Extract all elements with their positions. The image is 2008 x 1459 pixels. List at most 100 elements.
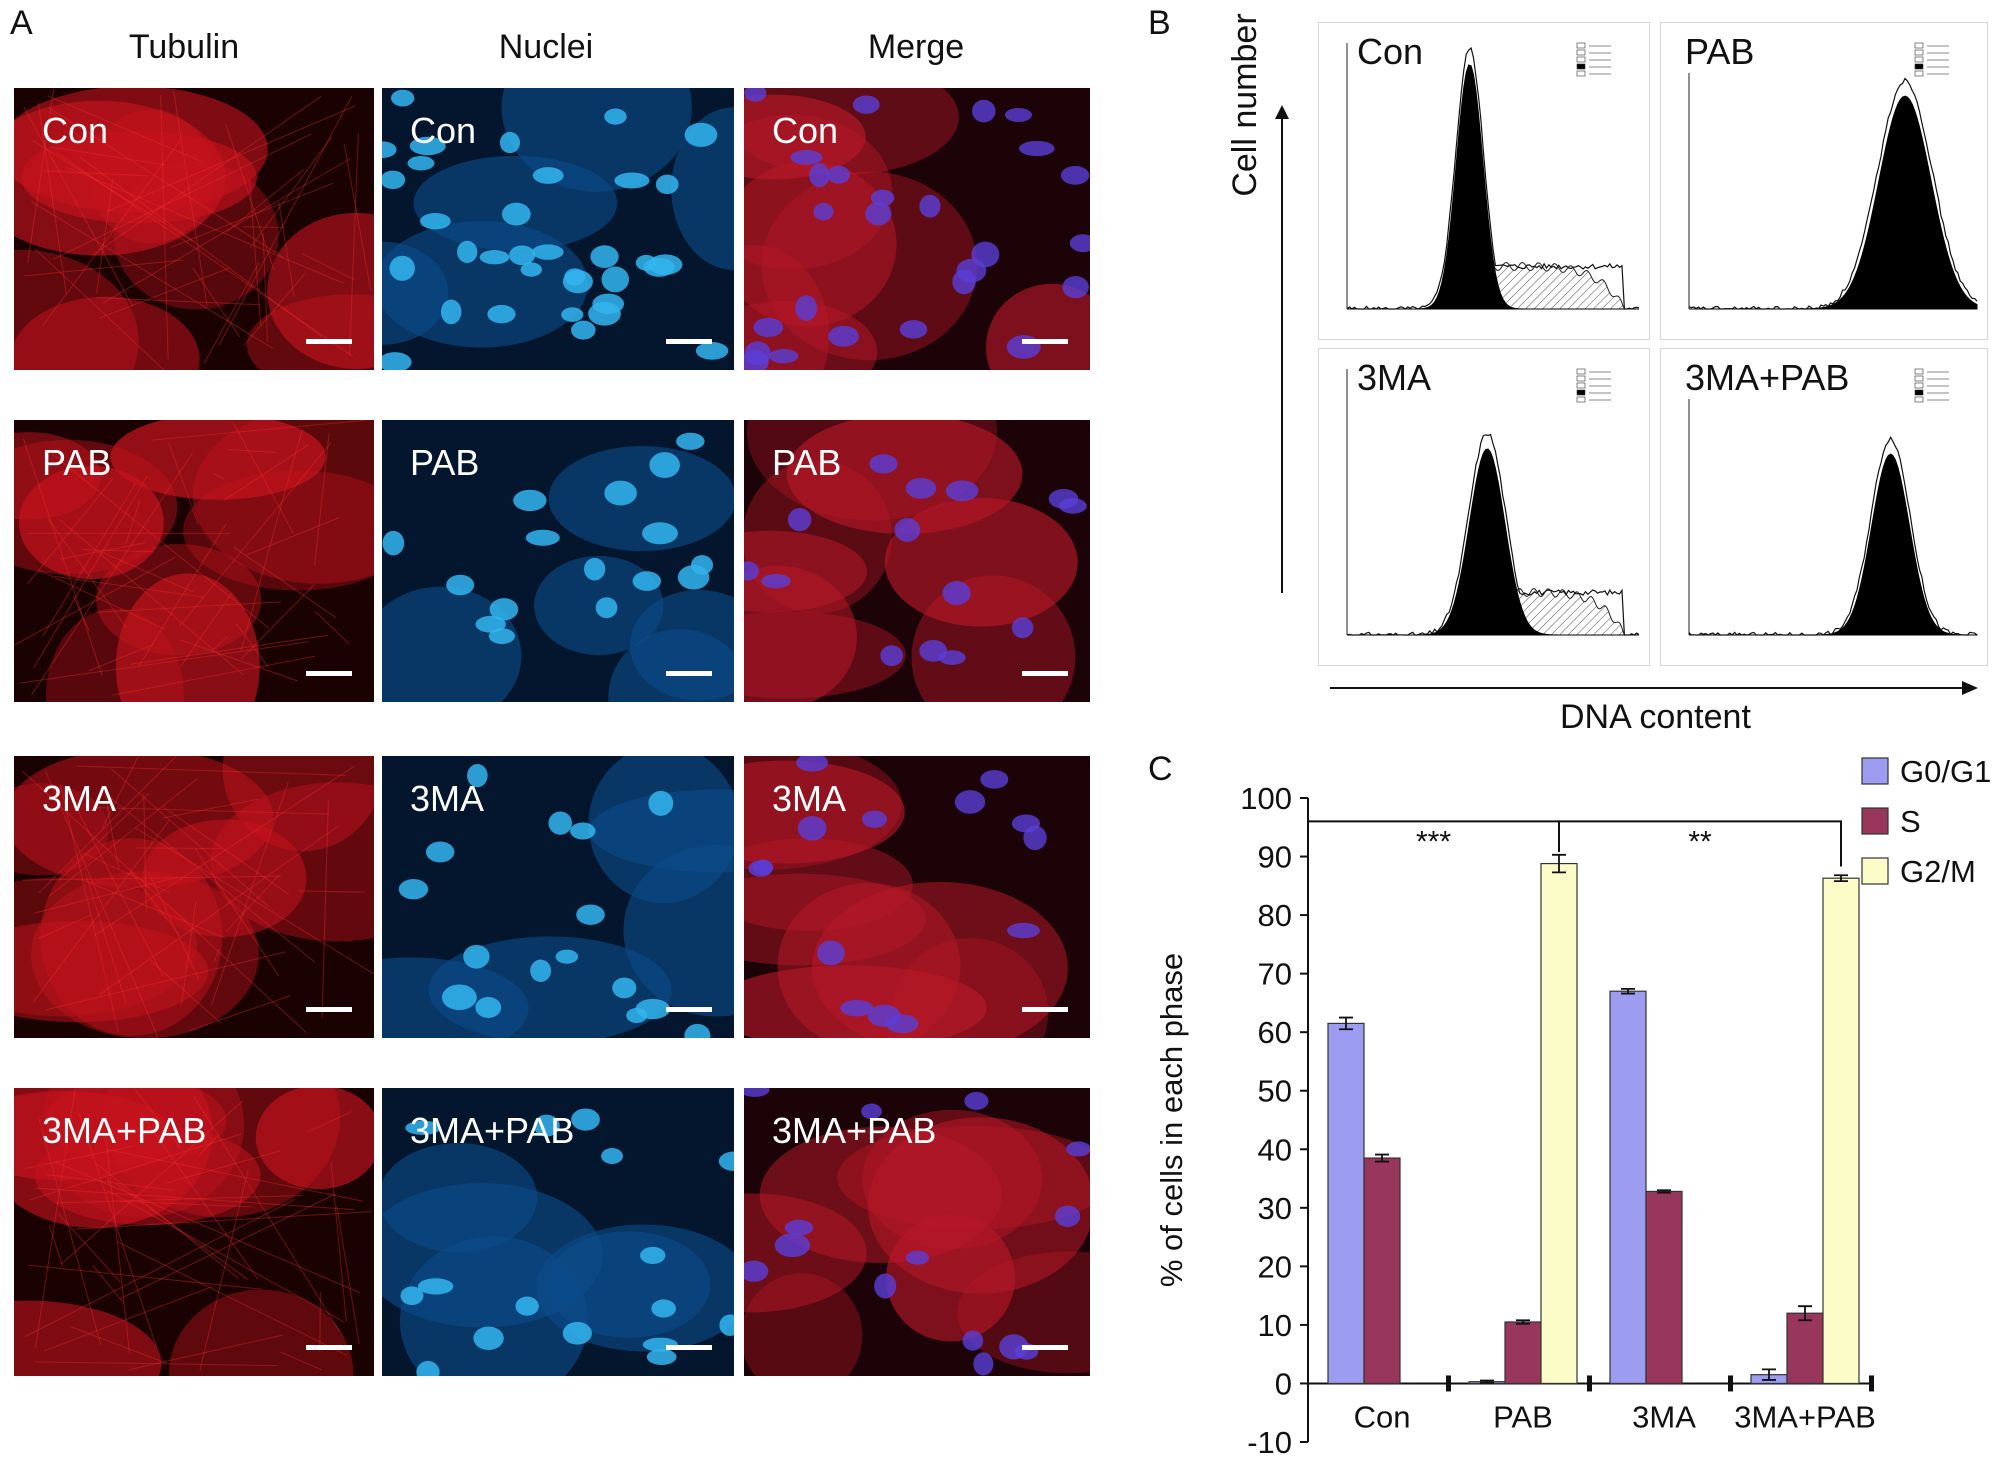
axis-break-mark <box>1446 1375 1451 1392</box>
error-bar <box>1516 1319 1530 1325</box>
y-axis-title: % of cells in each phase <box>1154 953 1189 1287</box>
micrograph-label: PAB <box>42 442 112 483</box>
panel-a-letter: A <box>10 4 33 42</box>
x-category-label: PAB <box>1493 1399 1553 1434</box>
x-category-label: 3MA+PAB <box>1734 1399 1876 1434</box>
flow-histogram-pab: PAB <box>1660 22 1988 340</box>
scale-bar <box>666 339 712 344</box>
micrograph-nuclei-pab: PAB <box>382 420 734 702</box>
axis-break-mark <box>1869 1375 1874 1392</box>
error-bar <box>1657 1189 1671 1194</box>
axis-break-mark <box>1587 1375 1592 1392</box>
micrograph-label: PAB <box>772 442 842 483</box>
y-tick-label: 30 <box>1258 1191 1292 1226</box>
y-tick-label: 0 <box>1275 1366 1292 1401</box>
error-bar <box>1339 1016 1353 1031</box>
bar-g0-g1-con <box>1327 1022 1365 1385</box>
error-bar <box>1375 1153 1389 1163</box>
bar-s-3ma-plus-pab <box>1786 1312 1824 1385</box>
panel-c-letter: C <box>1148 750 1173 788</box>
x-category-label: Con <box>1354 1399 1411 1434</box>
significance-bracket <box>1558 820 1842 867</box>
micrograph-label: Con <box>42 110 109 151</box>
error-bar <box>1798 1305 1812 1322</box>
y-tick-label: -10 <box>1247 1425 1292 1459</box>
micrograph-tubulin-3ma: 3MA <box>14 756 374 1038</box>
micrograph-merge-pab: PAB <box>744 420 1090 702</box>
panel-b-letter: B <box>1148 4 1171 42</box>
axis-break-mark <box>1728 1375 1733 1392</box>
y-tick-label: 60 <box>1258 1015 1292 1050</box>
scale-bar <box>1022 339 1068 344</box>
error-bar <box>1762 1368 1776 1381</box>
bar-s-pab <box>1504 1321 1542 1385</box>
micrograph-nuclei-con: Con <box>382 88 734 370</box>
significance-label: ** <box>1688 825 1712 858</box>
legend-label: G2/M <box>1900 854 1976 889</box>
error-bar <box>1621 987 1635 995</box>
legend-swatch <box>1861 757 1889 785</box>
micrograph-label: 3MA+PAB <box>772 1110 937 1151</box>
scale-bar <box>666 1007 712 1012</box>
micrograph-label: 3MA <box>410 778 485 819</box>
flow-histogram-3ma-plus-pab: 3MA+PAB <box>1660 348 1988 666</box>
legend-swatch <box>1861 807 1889 835</box>
scale-bar <box>666 671 712 676</box>
flow-histogram-con: Con <box>1318 22 1650 340</box>
scale-bar <box>1022 1007 1068 1012</box>
y-tick-label: 90 <box>1258 840 1292 875</box>
scale-bar <box>306 1345 352 1350</box>
bar-s-3ma <box>1645 1190 1683 1385</box>
y-tick-label: 100 <box>1240 781 1292 816</box>
micrograph-tubulin-3ma-plus-pab: 3MA+PAB <box>14 1088 374 1376</box>
micrograph-label: PAB <box>410 442 480 483</box>
micrograph-tubulin-con: Con <box>14 88 374 370</box>
legend-swatch <box>1861 857 1889 885</box>
flow-histogram-label: Con <box>1353 31 1428 73</box>
micrograph-label: 3MA+PAB <box>410 1110 575 1151</box>
x-category-label: 3MA <box>1632 1399 1696 1434</box>
micrograph-tubulin-pab: PAB <box>14 420 374 702</box>
error-bar <box>1552 853 1566 874</box>
y-tick-label: 70 <box>1258 957 1292 992</box>
x-axis-label-dna-content: DNA content <box>1560 698 1751 736</box>
scale-bar <box>306 1007 352 1012</box>
scale-bar <box>306 339 352 344</box>
scale-bar <box>1022 671 1068 676</box>
micrograph-nuclei-3ma-plus-pab: 3MA+PAB <box>382 1088 734 1376</box>
significance-label: *** <box>1416 825 1451 858</box>
column-header-tubulin: Tubulin <box>128 28 240 66</box>
column-header-merge: Merge <box>867 28 965 66</box>
micrograph-label: Con <box>772 110 839 151</box>
scale-bar <box>306 671 352 676</box>
y-tick-label: 20 <box>1258 1249 1292 1284</box>
bar-g0-g1-3ma <box>1609 990 1647 1385</box>
x-axis-arrow <box>1330 681 1978 695</box>
y-axis-label-cell-number: Cell number <box>1226 13 1264 197</box>
micrograph-merge-con: Con <box>744 88 1090 370</box>
y-tick-label: 80 <box>1258 898 1292 933</box>
y-axis-arrow <box>1275 105 1289 593</box>
error-bar <box>1480 1379 1494 1384</box>
micrograph-merge-3ma-plus-pab: 3MA+PAB <box>744 1088 1090 1376</box>
micrograph-label: 3MA+PAB <box>42 1110 207 1151</box>
bar-s-con <box>1363 1157 1401 1385</box>
cell-cycle-bar-chart: -10 0 10 20 30 40 50 60 70 80 90 100 % of cells in e… <box>1154 754 1991 1459</box>
scale-bar <box>666 1345 712 1350</box>
micrograph-label: 3MA <box>772 778 847 819</box>
scale-bar <box>1022 1345 1068 1350</box>
y-tick-label: 40 <box>1258 1132 1292 1167</box>
micrograph-nuclei-3ma: 3MA <box>382 756 734 1038</box>
y-tick-label: 10 <box>1258 1308 1292 1343</box>
column-header-nuclei: Nuclei <box>498 28 594 66</box>
micrograph-merge-3ma: 3MA <box>744 756 1090 1038</box>
micrograph-label: Con <box>410 110 477 151</box>
flow-histogram-3ma: 3MA <box>1318 348 1650 666</box>
y-tick-label: 50 <box>1258 1074 1292 1109</box>
flow-histogram-label: PAB <box>1681 31 1759 73</box>
legend-label: G0/G1 <box>1900 754 1991 789</box>
bar-g2-m-pab <box>1540 862 1578 1385</box>
legend-label: S <box>1900 804 1921 839</box>
error-bar <box>1834 874 1848 883</box>
micrograph-label: 3MA <box>42 778 117 819</box>
